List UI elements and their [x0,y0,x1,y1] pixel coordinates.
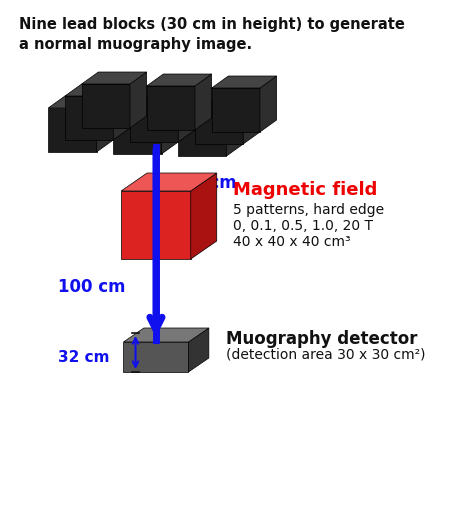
Polygon shape [130,86,195,98]
Polygon shape [65,84,130,96]
Polygon shape [162,98,178,154]
Polygon shape [82,72,146,84]
Polygon shape [130,72,146,128]
Text: 360 cm: 360 cm [169,174,237,192]
Text: Muography detector: Muography detector [226,330,417,348]
Text: 100 cm: 100 cm [58,278,126,296]
Polygon shape [123,342,189,372]
Polygon shape [121,191,191,259]
Polygon shape [243,88,260,144]
Text: (detection area 30 x 30 cm²): (detection area 30 x 30 cm²) [226,348,425,362]
Polygon shape [123,328,209,342]
Polygon shape [211,76,277,88]
Polygon shape [260,76,277,132]
Polygon shape [178,100,243,112]
Polygon shape [113,84,130,140]
Text: Magnetic field: Magnetic field [234,181,378,199]
Polygon shape [113,110,162,154]
Text: 5 patterns, hard edge: 5 patterns, hard edge [234,203,384,217]
Polygon shape [191,173,217,259]
Polygon shape [146,74,211,86]
Polygon shape [113,98,178,110]
Polygon shape [195,74,211,130]
Polygon shape [178,86,195,142]
Polygon shape [48,96,113,108]
Polygon shape [189,328,209,372]
Text: 40 x 40 x 40 cm³: 40 x 40 x 40 cm³ [234,235,351,249]
Polygon shape [48,108,97,152]
Text: 0, 0.1, 0.5, 1.0, 20 T: 0, 0.1, 0.5, 1.0, 20 T [234,219,374,233]
Polygon shape [227,100,243,156]
Polygon shape [130,98,178,142]
Polygon shape [82,84,130,128]
Polygon shape [146,86,195,130]
Polygon shape [195,88,260,100]
Text: 32 cm: 32 cm [58,349,110,365]
Polygon shape [211,88,260,132]
Polygon shape [178,112,227,156]
Polygon shape [121,173,217,191]
Polygon shape [195,100,243,144]
Polygon shape [65,96,113,140]
Polygon shape [97,96,113,152]
Text: Nine lead blocks (30 cm in height) to generate
a normal muography image.: Nine lead blocks (30 cm in height) to ge… [18,17,404,52]
